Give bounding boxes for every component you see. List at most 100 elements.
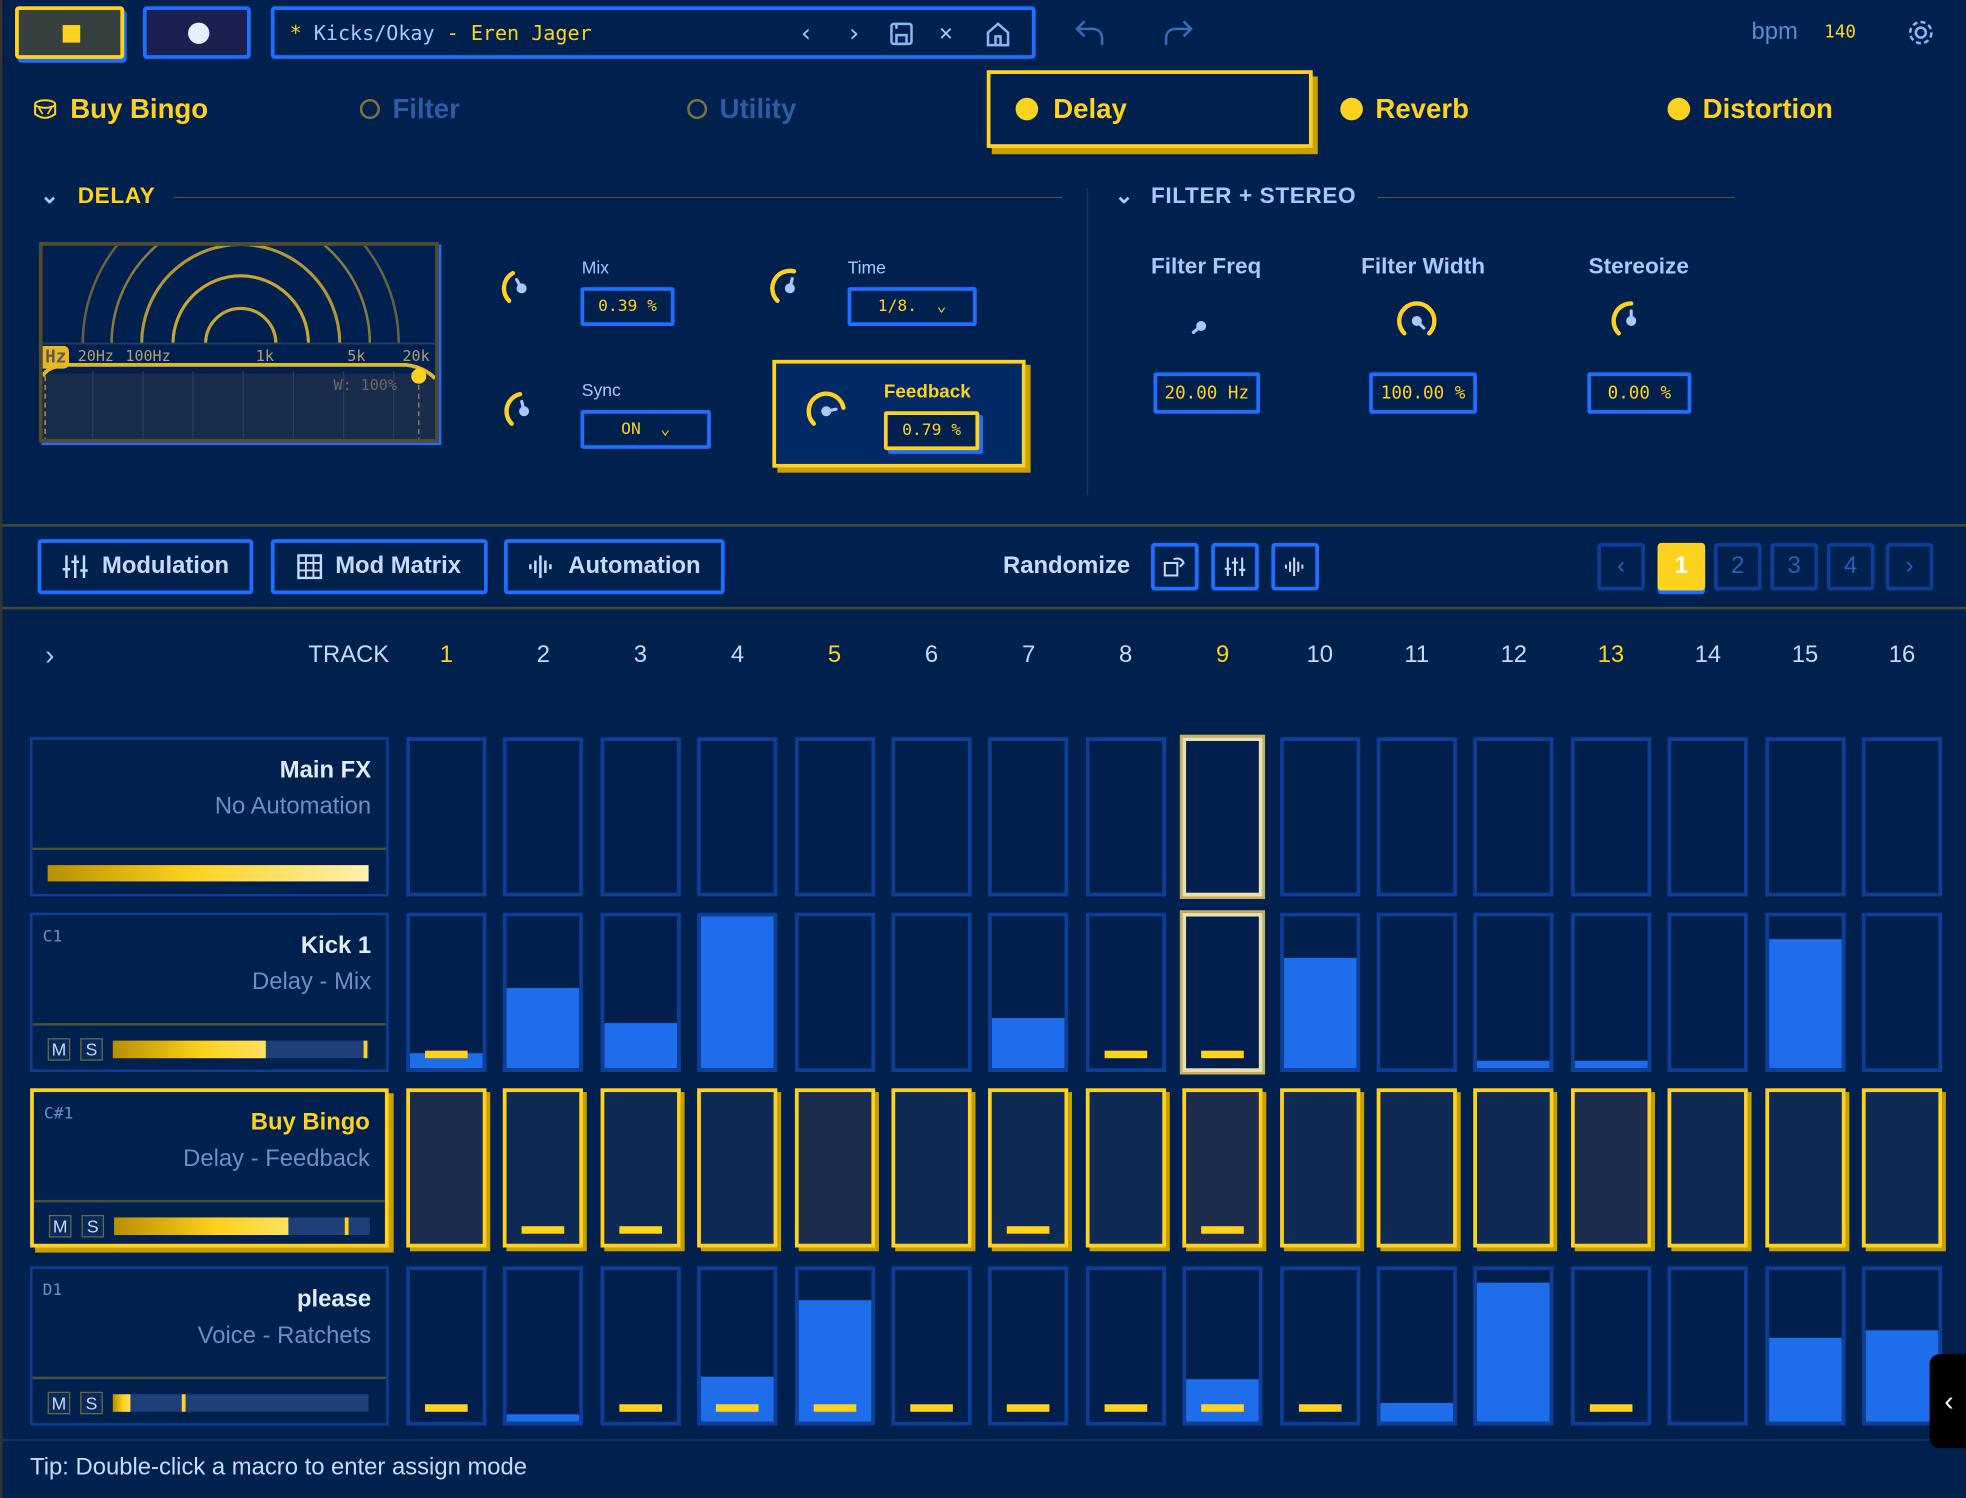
main-level-bar[interactable] bbox=[47, 865, 369, 882]
step-cell[interactable] bbox=[1861, 1088, 1943, 1248]
step-cell[interactable] bbox=[891, 1088, 972, 1248]
randomize-all-button[interactable] bbox=[1150, 542, 1199, 591]
step-cell[interactable] bbox=[1473, 1266, 1554, 1426]
delay-frequency-graph[interactable]: Hz 20Hz 100Hz 1k 5k 20k W: 100% bbox=[38, 241, 439, 443]
step-cell[interactable] bbox=[697, 1266, 778, 1426]
step-cell[interactable] bbox=[600, 737, 681, 897]
sync-knob[interactable] bbox=[502, 389, 547, 440]
stereoize-value[interactable]: 0.00 % bbox=[1587, 372, 1692, 414]
track-label-panel[interactable]: C1 Kick 1 Delay - Mix M S bbox=[30, 912, 389, 1072]
feedback-value-field[interactable]: 0.79 % bbox=[883, 411, 980, 451]
step-cell[interactable] bbox=[988, 737, 1069, 897]
track-label-panel[interactable]: D1 please Voice - Ratchets M S bbox=[30, 1266, 389, 1426]
tab-buy-bingo[interactable]: Buy Bingo bbox=[33, 90, 208, 128]
step-cell[interactable] bbox=[1764, 1266, 1846, 1426]
step-cell[interactable] bbox=[503, 912, 584, 1072]
filter-width-knob[interactable] bbox=[1394, 298, 1439, 349]
level-bar[interactable] bbox=[112, 1394, 369, 1412]
step-cell[interactable] bbox=[1861, 1266, 1943, 1426]
step-cell[interactable] bbox=[1473, 912, 1554, 1072]
step-cell[interactable] bbox=[1085, 1088, 1166, 1248]
step-cell[interactable] bbox=[794, 1266, 875, 1426]
step-cell[interactable] bbox=[794, 1088, 875, 1248]
level-cursor[interactable] bbox=[363, 1040, 368, 1059]
step-cell[interactable] bbox=[1180, 734, 1266, 899]
step-cell[interactable] bbox=[1376, 1266, 1457, 1426]
level-bar[interactable] bbox=[114, 1217, 370, 1235]
step-cell[interactable] bbox=[1279, 1266, 1360, 1426]
step-cell[interactable] bbox=[1376, 1088, 1457, 1248]
stereoize-knob[interactable] bbox=[1609, 298, 1654, 349]
step-cell[interactable] bbox=[891, 737, 972, 897]
solo-button[interactable]: S bbox=[80, 1038, 103, 1061]
step-cell[interactable] bbox=[1570, 1088, 1651, 1248]
track-label-panel[interactable]: Main FX No Automation bbox=[30, 737, 389, 897]
filter-freq-knob[interactable] bbox=[1179, 303, 1224, 354]
filter-width-value[interactable]: 100.00 % bbox=[1369, 372, 1477, 414]
step-cell[interactable] bbox=[503, 737, 584, 897]
feedback-knob[interactable] bbox=[804, 389, 849, 440]
step-cell[interactable] bbox=[988, 1266, 1069, 1426]
page-4-button[interactable]: 4 bbox=[1826, 542, 1875, 591]
step-cell[interactable] bbox=[1182, 1088, 1263, 1248]
step-cell[interactable] bbox=[891, 912, 972, 1072]
expand-tracks-icon[interactable]: › bbox=[45, 639, 55, 671]
step-cell[interactable] bbox=[1473, 1088, 1554, 1248]
side-panel-toggle[interactable]: ‹ bbox=[1929, 1354, 1966, 1449]
preset-path-bar[interactable]: * Kicks/Okay - Eren Jager ‹ › ✕ bbox=[270, 6, 1036, 59]
step-cell[interactable] bbox=[1764, 1088, 1846, 1248]
mix-value-field[interactable]: 0.39 % bbox=[580, 287, 675, 326]
mute-button[interactable]: M bbox=[47, 1391, 71, 1415]
step-cell[interactable] bbox=[794, 737, 875, 897]
solo-button[interactable]: S bbox=[80, 1391, 103, 1415]
step-cell[interactable] bbox=[988, 1088, 1069, 1248]
step-cell[interactable] bbox=[988, 912, 1069, 1072]
step-cell[interactable] bbox=[406, 1266, 487, 1426]
unit-badge[interactable]: Hz bbox=[42, 346, 69, 369]
page-3-button[interactable]: 3 bbox=[1770, 542, 1819, 591]
step-cell[interactable] bbox=[1279, 737, 1360, 897]
tab-delay[interactable]: Delay bbox=[986, 70, 1313, 148]
step-cell[interactable] bbox=[600, 912, 681, 1072]
randomize-modulation-button[interactable] bbox=[1211, 542, 1259, 591]
step-cell[interactable] bbox=[1473, 737, 1554, 897]
step-cell[interactable] bbox=[1570, 912, 1651, 1072]
step-cell[interactable] bbox=[406, 1088, 487, 1248]
step-cell[interactable] bbox=[1376, 912, 1457, 1072]
automation-button[interactable]: Automation bbox=[504, 539, 725, 595]
tab-distortion[interactable]: Distortion bbox=[1667, 90, 1833, 128]
record-button[interactable] bbox=[142, 6, 251, 59]
modulation-button[interactable]: Modulation bbox=[37, 539, 254, 595]
step-cell[interactable] bbox=[1279, 1088, 1360, 1248]
level-bar[interactable] bbox=[112, 1040, 369, 1059]
step-cell[interactable] bbox=[1667, 912, 1749, 1072]
step-cell[interactable] bbox=[1279, 912, 1360, 1072]
collapse-delay-icon[interactable]: ⌄ bbox=[40, 183, 60, 209]
step-cell[interactable] bbox=[503, 1088, 584, 1248]
home-icon[interactable] bbox=[984, 20, 1012, 48]
next-preset-icon[interactable]: › bbox=[846, 17, 862, 48]
step-cell[interactable] bbox=[1667, 1088, 1749, 1248]
step-cell[interactable] bbox=[1667, 1266, 1749, 1426]
step-cell[interactable] bbox=[794, 912, 875, 1072]
step-cell[interactable] bbox=[1085, 1266, 1166, 1426]
track-label-panel[interactable]: C#1 Buy Bingo Delay - Feedback M S bbox=[30, 1088, 389, 1248]
close-icon[interactable]: ✕ bbox=[939, 19, 953, 46]
filter-freq-value[interactable]: 20.00 Hz bbox=[1153, 372, 1261, 414]
mute-button[interactable]: M bbox=[48, 1214, 72, 1238]
stop-button[interactable] bbox=[15, 6, 125, 59]
step-cell[interactable] bbox=[406, 737, 487, 897]
tab-utility[interactable]: Utility bbox=[687, 90, 796, 128]
step-cell[interactable] bbox=[600, 1088, 681, 1248]
prev-page-button[interactable]: ‹ bbox=[1597, 542, 1645, 591]
step-cell[interactable] bbox=[697, 912, 778, 1072]
undo-icon[interactable] bbox=[1075, 18, 1108, 48]
step-cell[interactable] bbox=[503, 1266, 584, 1426]
feedback-macro-panel[interactable]: Feedback 0.79 % bbox=[772, 359, 1026, 468]
step-cell[interactable] bbox=[1570, 1266, 1651, 1426]
time-select[interactable]: 1/8. ⌄ bbox=[847, 287, 977, 326]
mute-button[interactable]: M bbox=[47, 1038, 71, 1061]
step-cell[interactable] bbox=[1085, 912, 1166, 1072]
step-cell[interactable] bbox=[1764, 912, 1846, 1072]
step-cell[interactable] bbox=[697, 737, 778, 897]
